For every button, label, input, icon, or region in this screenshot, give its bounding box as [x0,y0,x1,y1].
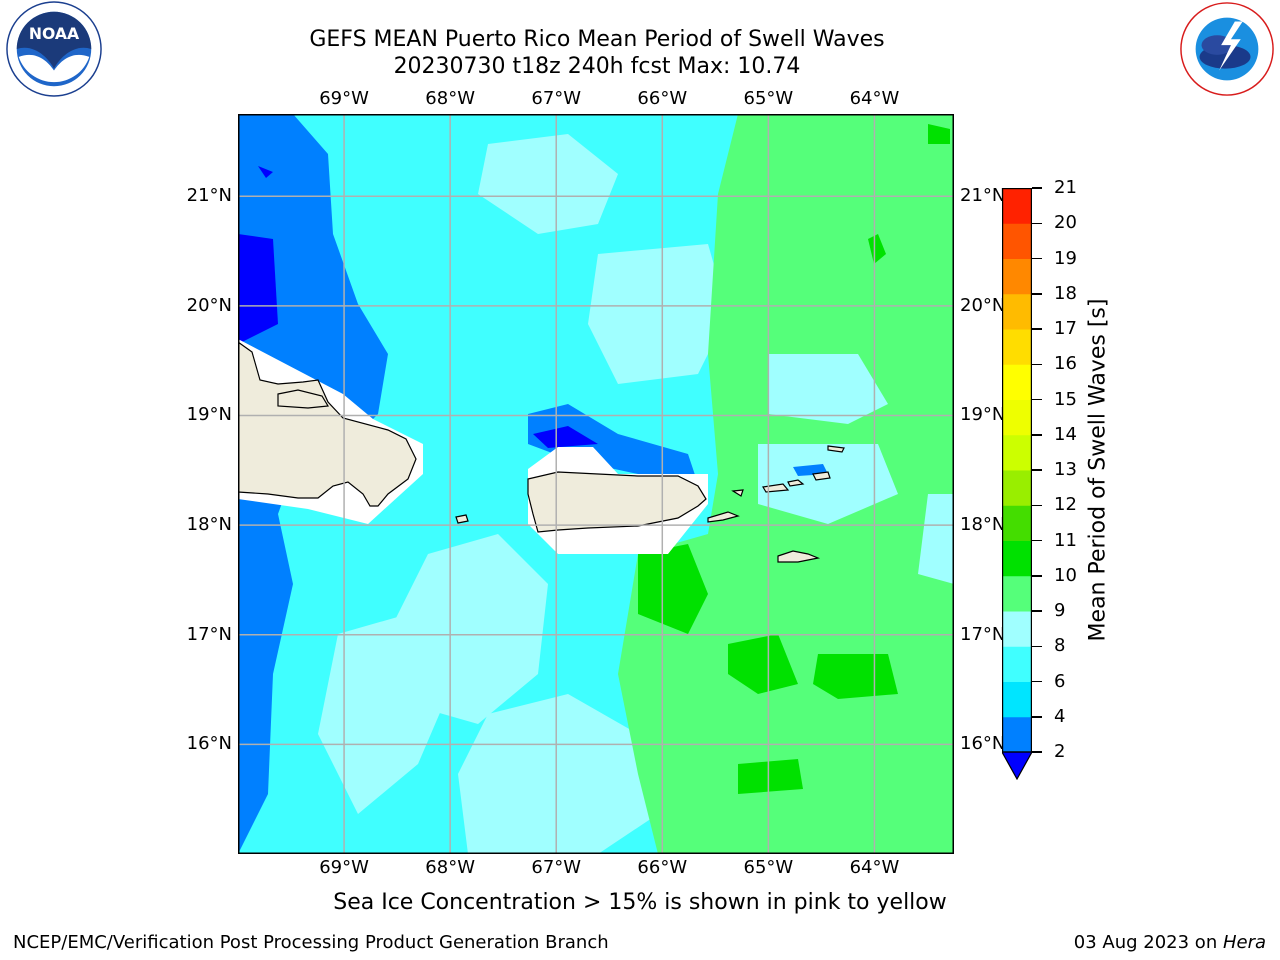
tick-label: 64°W [849,857,900,878]
colorbar-segment [1002,575,1032,612]
tick-label: 16°N [186,733,232,755]
colorbar-tick-label: 10 [1054,564,1077,586]
colorbar-segment [1002,540,1032,577]
colorbar-tick [1032,187,1042,189]
credit-line: NCEP/EMC/Verification Post Processing Pr… [13,932,609,953]
tick-label: 66°W [637,857,688,878]
colorbar-tick [1032,257,1042,260]
colorbar-tick-label: 8 [1054,635,1066,657]
tick-label: 16°N [960,733,1006,755]
tick-label: 19°N [960,404,1006,426]
date-text: 03 Aug 2023 on [1073,932,1223,953]
colorbar-segment [1002,293,1032,330]
colorbar-tick [1032,645,1042,647]
colorbar-tick-label: 21 [1054,177,1077,198]
colorbar-segment [1002,611,1032,647]
tick-label: 20°N [960,294,1006,316]
svg-text:NOAA: NOAA [29,24,80,43]
map-border [238,114,954,854]
colorbar-tick [1032,328,1042,330]
colorbar-tick [1032,222,1042,224]
colorbar-segment [1002,646,1032,682]
colorbar-tick [1032,363,1042,365]
colorbar-tick-label: 4 [1054,705,1066,727]
tick-label: 66°W [637,88,688,109]
colorbar-tick-label: 16 [1054,353,1077,375]
tick-label: 21°N [186,185,232,207]
run-date: 03 Aug 2023 on Hera [1074,932,1266,953]
nws-logo [1180,2,1274,96]
colorbar-tick-label: 9 [1054,600,1066,621]
tick-label: 69°W [319,857,369,878]
colorbar-segment [1002,434,1032,471]
tick-label: 67°W [531,88,582,109]
colorbar-tick-label: 19 [1054,247,1077,269]
tick-label: 18°N [186,514,232,536]
swell-period-map [238,114,954,854]
colorbar-tick [1032,575,1042,577]
tick-label: 69°W [319,88,369,109]
colorbar-tick-label: 6 [1054,670,1066,692]
tick-label: 18°N [960,514,1006,536]
tick-label: 21°N [960,185,1006,207]
colorbar-segment [1002,399,1032,436]
colorbar-segment [1002,716,1032,753]
tick-label: 19°N [186,404,232,426]
colorbar-tick-label: 12 [1054,494,1077,516]
colorbar-outline [1002,188,1032,753]
colorbar-tick [1032,610,1042,612]
colorbar-tick [1032,504,1042,506]
colorbar-under-extension [1002,751,1032,780]
colorbar-tick-label: 11 [1054,529,1077,551]
colorbar-tick-label: 20 [1054,212,1077,234]
tick-label: 67°W [531,857,582,878]
colorbar-tick [1032,539,1042,542]
colorbar-segment [1002,223,1032,259]
graticule [238,114,954,854]
host-name: Hera [1222,932,1266,953]
land-masses [238,341,845,563]
colorbar-segment [1002,681,1032,718]
colorbar-tick [1032,716,1042,718]
colorbar [1002,188,1032,780]
sea-ice-footnote: Sea Ice Concentration > 15% is shown in … [333,890,947,915]
tick-label: 64°W [849,88,900,109]
colorbar-segment [1002,329,1032,365]
colorbar-tick [1032,751,1042,753]
tick-label: 65°W [743,88,794,109]
colorbar-tick-label: 13 [1054,459,1077,480]
colorbar-segment [1002,258,1032,295]
tick-label: 20°N [186,294,232,316]
tick-label: 68°W [425,857,475,878]
colorbar-segment [1002,188,1032,224]
tick-label: 68°W [425,88,475,109]
colorbar-tick [1032,680,1042,683]
colorbar-title: Mean Period of Swell Waves [s] [1085,298,1111,642]
colorbar-tick [1032,398,1042,401]
colorbar-tick [1032,469,1042,471]
colorbar-segment [1002,364,1032,400]
colorbar-segment [1002,470,1032,506]
chart-subtitle: 20230730 t18z 240h fcst Max: 10.74 [393,54,801,79]
colorbar-tick [1032,293,1042,295]
chart-title: GEFS MEAN Puerto Rico Mean Period of Swe… [309,27,885,52]
colorbar-segment [1002,505,1032,541]
noaa-logo: NOAA [6,1,102,97]
colorbar-tick-label: 14 [1054,423,1077,445]
tick-label: 65°W [743,857,794,878]
colorbar-tick [1032,434,1042,436]
tick-label: 17°N [186,623,232,645]
colorbar-tick-label: 18 [1054,282,1077,304]
colorbar-tick-label: 15 [1054,388,1077,410]
colorbar-tick-label: 17 [1054,318,1077,339]
tick-label: 17°N [960,623,1006,645]
colorbar-tick-label: 2 [1054,741,1066,762]
